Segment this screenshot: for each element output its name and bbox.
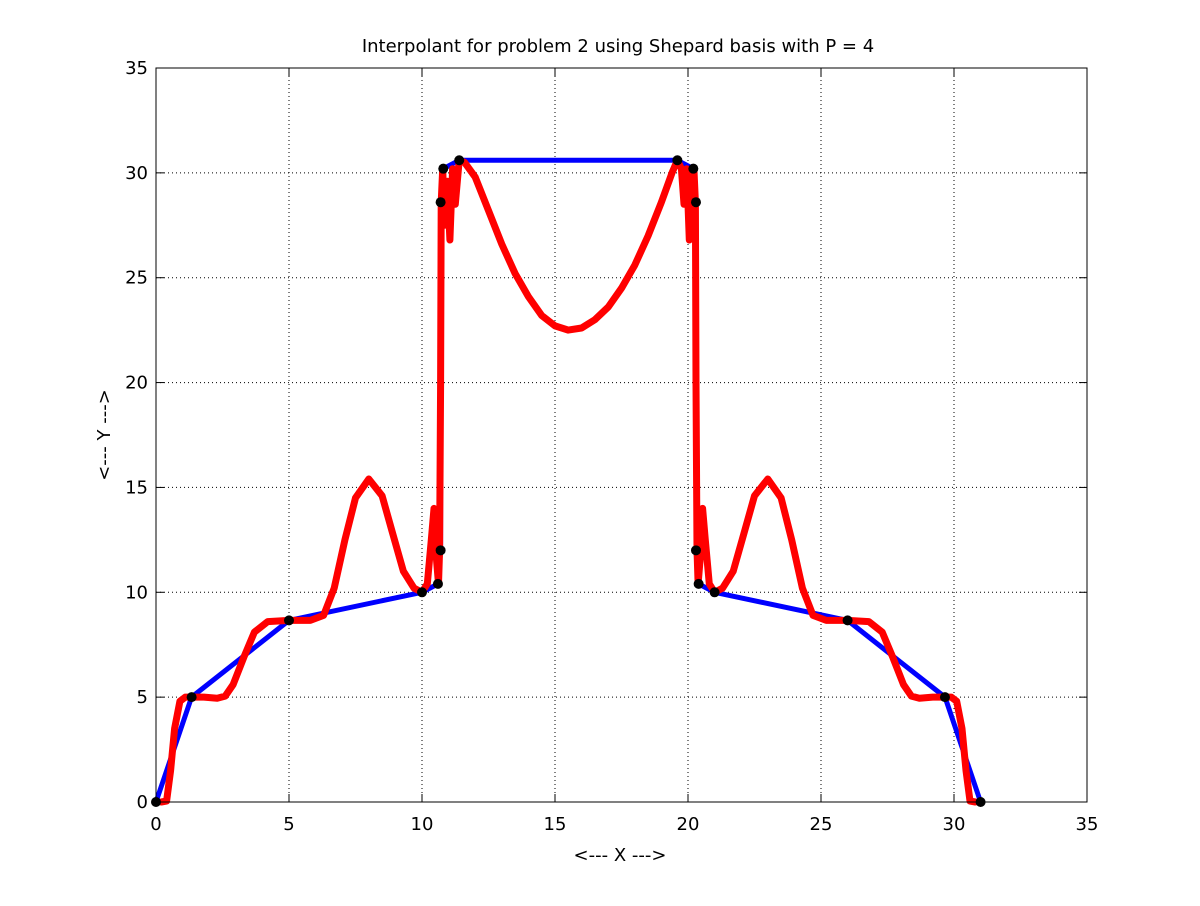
x-tick-label-0: 0 [150, 814, 161, 835]
axes-frame [155, 67, 1088, 803]
x-tick-label-5: 25 [810, 814, 833, 835]
x-tick-label-3: 15 [544, 814, 567, 835]
y-tick-label-6: 30 [125, 163, 148, 184]
data-point-5 [435, 545, 446, 556]
chart-title: Interpolant for problem 2 using Shepard … [362, 36, 874, 57]
data-point-9 [672, 155, 683, 166]
x-axis-title: <--- X ---> [574, 845, 667, 866]
data-point-7 [438, 163, 449, 174]
data-point-8 [454, 155, 465, 166]
y-tick-label-4: 20 [125, 373, 148, 394]
y-tick-label-0: 0 [137, 792, 148, 813]
x-tick-label-2: 10 [411, 814, 434, 835]
x-tick-label-4: 20 [677, 814, 700, 835]
data-point-10 [688, 163, 699, 174]
series-line-0 [153, 157, 984, 805]
y-tick-label-1: 5 [137, 687, 148, 708]
y-axis-title: <--- Y ---> [94, 389, 115, 481]
data-point-16 [939, 692, 950, 703]
data-point-14 [709, 587, 720, 598]
y-tick-label-5: 25 [125, 268, 148, 289]
plot-series [151, 155, 986, 807]
data-point-1 [186, 692, 197, 703]
data-point-2 [284, 615, 294, 626]
axis-ticks: 0 5 10 15 20 25 30 35 0 5 10 15 20 25 30 35 [125, 58, 1098, 835]
y-tick-label-2: 10 [125, 582, 148, 603]
y-tick-label-3: 15 [125, 477, 148, 498]
grid-lines [156, 68, 1087, 802]
data-point-15 [842, 615, 853, 626]
x-tick-label-7: 35 [1076, 814, 1099, 835]
x-tick-label-1: 5 [283, 814, 294, 835]
series-line-1 [157, 156, 979, 806]
data-point-13 [693, 578, 704, 589]
x-tick-label-6: 30 [943, 814, 966, 835]
data-point-3 [417, 587, 427, 598]
data-point-6 [435, 197, 446, 208]
data-point-11 [690, 197, 701, 208]
data-point-4 [432, 578, 443, 589]
data-point-12 [690, 545, 701, 556]
y-tick-label-7: 35 [125, 58, 148, 79]
